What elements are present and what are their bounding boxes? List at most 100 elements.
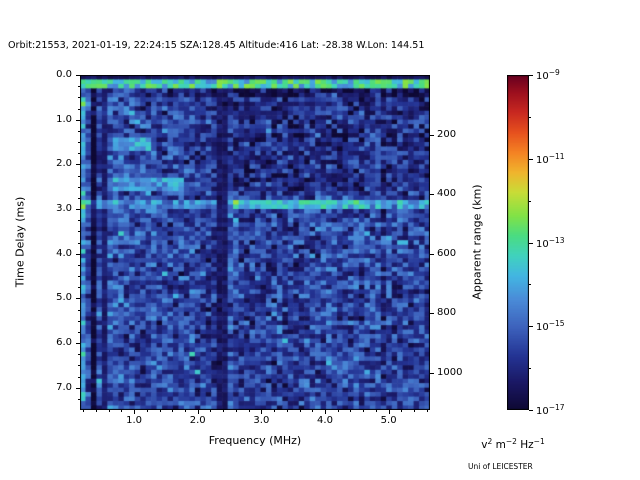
colorbar bbox=[507, 75, 529, 410]
colorbar-minor-tick bbox=[529, 117, 531, 118]
x-tick-label: 2.0 bbox=[189, 415, 206, 426]
y-minor-tick bbox=[78, 220, 80, 221]
x-minor-tick bbox=[414, 410, 415, 412]
x-tick-label: 3.0 bbox=[253, 415, 270, 426]
y-tick-label-right: 600 bbox=[437, 247, 457, 259]
y-axis-label-left: Time Delay (ms) bbox=[13, 196, 27, 288]
x-minor-tick bbox=[109, 410, 110, 412]
x-minor-tick bbox=[83, 410, 84, 412]
x-major-tick bbox=[134, 410, 135, 414]
y-major-tick bbox=[76, 120, 80, 121]
colorbar-major-tick bbox=[529, 326, 533, 327]
x-minor-tick bbox=[147, 410, 148, 412]
y-tick-label-right: 400 bbox=[437, 188, 457, 200]
x-minor-tick bbox=[427, 410, 428, 412]
units-text: m bbox=[492, 439, 506, 451]
colorbar-tick-exponent: −15 bbox=[548, 319, 565, 329]
colorbar-tick-exponent: −11 bbox=[548, 151, 565, 161]
x-minor-tick bbox=[312, 410, 313, 412]
colorbar-minor-tick bbox=[529, 201, 531, 202]
colorbar-tick-label: 10−9 bbox=[536, 69, 560, 82]
colorbar-tick-exponent: −13 bbox=[548, 235, 565, 245]
colorbar-tick-label: 10−11 bbox=[536, 153, 565, 166]
y-minor-tick bbox=[78, 231, 80, 232]
units-exponent: −1 bbox=[533, 437, 545, 446]
y-minor-tick bbox=[78, 310, 80, 311]
colorbar-tick-base: 10 bbox=[536, 154, 549, 166]
colorbar-minor-tick bbox=[529, 284, 531, 285]
range-major-tick bbox=[430, 194, 434, 195]
x-minor-tick bbox=[223, 410, 224, 412]
ionogram-heatmap bbox=[80, 75, 430, 410]
y-minor-tick bbox=[78, 86, 80, 87]
colorbar-tick-base: 10 bbox=[536, 71, 549, 82]
colorbar-major-tick bbox=[529, 243, 533, 244]
y-minor-tick bbox=[78, 276, 80, 277]
y-minor-tick bbox=[78, 131, 80, 132]
colorbar-major-tick bbox=[529, 410, 533, 411]
range-major-tick bbox=[430, 254, 434, 255]
range-major-tick bbox=[430, 313, 434, 314]
x-minor-tick bbox=[274, 410, 275, 412]
x-tick-label: 4.0 bbox=[317, 415, 333, 426]
x-minor-tick bbox=[121, 410, 122, 412]
x-tick-label: 1.0 bbox=[126, 415, 143, 426]
x-minor-tick bbox=[185, 410, 186, 412]
x-major-tick bbox=[325, 410, 326, 414]
y-tick-label-left: 2.0 bbox=[56, 158, 72, 170]
colorbar-tick-label: 10−17 bbox=[536, 404, 565, 417]
x-minor-tick bbox=[287, 410, 288, 412]
y-major-tick bbox=[76, 388, 80, 389]
y-major-tick bbox=[76, 75, 80, 76]
y-major-tick bbox=[76, 254, 80, 255]
x-major-tick bbox=[261, 410, 262, 414]
colorbar-units-label: v2 m−2 Hz−1 bbox=[481, 437, 544, 451]
colorbar-tick-base: 10 bbox=[536, 322, 549, 334]
x-minor-tick bbox=[236, 410, 237, 412]
x-minor-tick bbox=[363, 410, 364, 412]
y-minor-tick bbox=[78, 142, 80, 143]
y-minor-tick bbox=[78, 243, 80, 244]
x-minor-tick bbox=[160, 410, 161, 412]
y-tick-label-left: 0.0 bbox=[56, 69, 72, 80]
y-minor-tick bbox=[78, 198, 80, 199]
range-major-tick bbox=[430, 135, 434, 136]
y-tick-label-right: 1000 bbox=[437, 366, 463, 378]
x-minor-tick bbox=[249, 410, 250, 412]
colorbar-tick-label: 10−15 bbox=[536, 320, 565, 333]
x-major-tick bbox=[389, 410, 390, 414]
units-exponent: −2 bbox=[505, 437, 517, 446]
y-tick-label-left: 6.0 bbox=[56, 337, 72, 348]
y-minor-tick bbox=[78, 187, 80, 188]
units-text: v bbox=[481, 439, 488, 451]
y-minor-tick bbox=[78, 176, 80, 177]
y-axis-label-right: Apparent range (km) bbox=[470, 184, 484, 300]
x-minor-tick bbox=[96, 410, 97, 412]
y-minor-tick bbox=[78, 354, 80, 355]
y-minor-tick bbox=[78, 287, 80, 288]
y-tick-label-left: 1.0 bbox=[56, 113, 72, 125]
colorbar-major-tick bbox=[529, 159, 533, 160]
x-axis-label: Frequency (MHz) bbox=[208, 434, 302, 447]
y-minor-tick bbox=[78, 365, 80, 366]
colorbar-tick-label: 10−13 bbox=[536, 235, 565, 250]
y-tick-label-left: 3.0 bbox=[56, 203, 72, 214]
y-minor-tick bbox=[78, 109, 80, 110]
colorbar-minor-tick bbox=[529, 368, 531, 369]
y-minor-tick bbox=[78, 153, 80, 154]
y-minor-tick bbox=[78, 265, 80, 266]
units-text: Hz bbox=[516, 439, 534, 451]
x-minor-tick bbox=[172, 410, 173, 412]
y-minor-tick bbox=[78, 399, 80, 400]
colorbar-tick-base: 10 bbox=[536, 406, 549, 417]
colorbar-tick-exponent: −17 bbox=[548, 403, 565, 412]
y-tick-label-left: 7.0 bbox=[56, 381, 72, 393]
x-minor-tick bbox=[300, 410, 301, 412]
y-major-tick bbox=[76, 343, 80, 344]
x-minor-tick bbox=[401, 410, 402, 412]
y-major-tick bbox=[76, 298, 80, 299]
colorbar-major-tick bbox=[529, 75, 533, 76]
colorbar-tick-exponent: −9 bbox=[548, 68, 560, 77]
credit-text: Uni of LEICESTER bbox=[468, 462, 533, 471]
